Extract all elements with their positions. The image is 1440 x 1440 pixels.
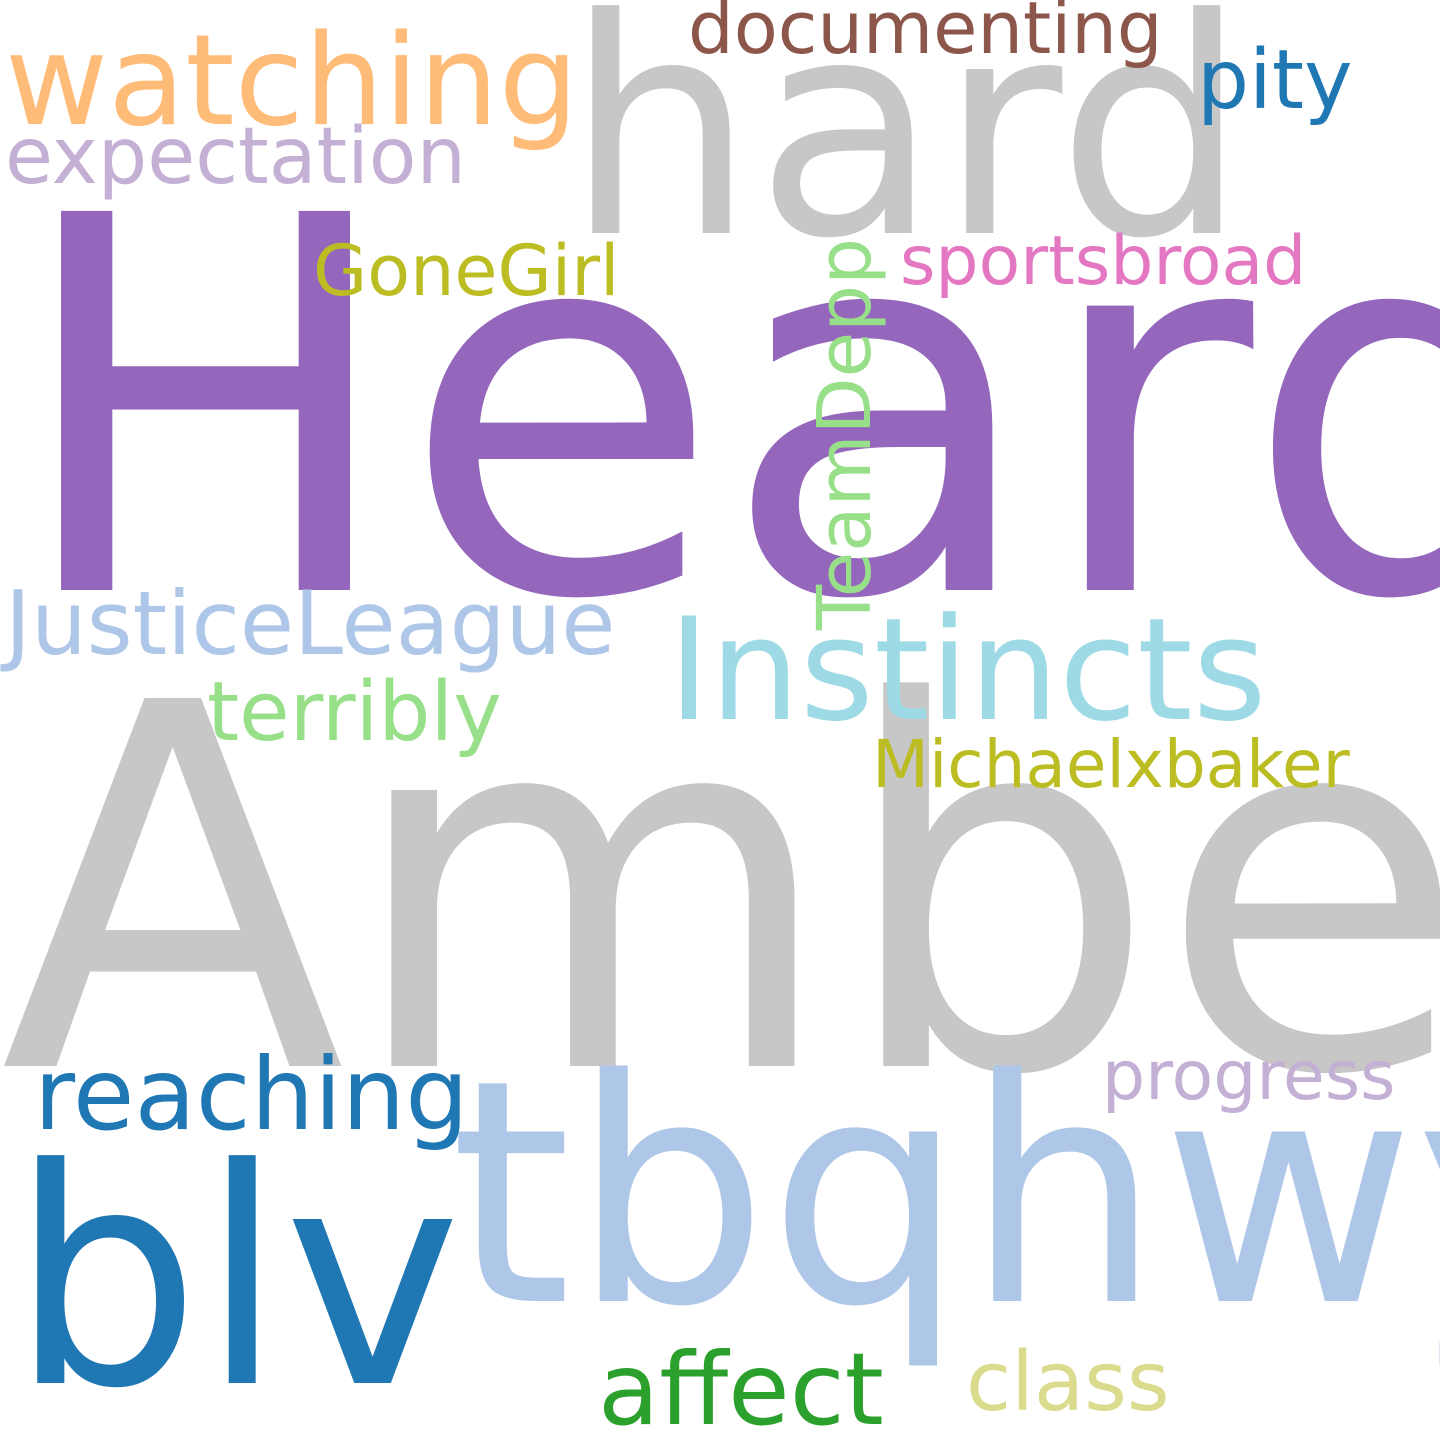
word-amber: Amber <box>0 598 1440 1186</box>
word-documenting: documenting <box>688 0 1163 70</box>
word-hard: hard <box>565 0 1248 304</box>
word-pity: pity <box>1197 33 1353 128</box>
word-tbqhwy: tbqhwy <box>450 1014 1440 1375</box>
word-michaelxbaker: Michaelxbaker <box>872 726 1350 803</box>
word-gonegirl: GoneGirl <box>313 230 620 312</box>
word-expectation: expectation <box>5 112 466 202</box>
word-watching: watching <box>5 7 579 154</box>
word-affect: affect <box>598 1331 884 1440</box>
word-progress: progress <box>1102 1037 1396 1116</box>
word-heard: Heard <box>10 107 1440 713</box>
word-teamdepp: TeamDepp <box>802 237 888 630</box>
word-reaching: reaching <box>34 1036 469 1153</box>
word-blv: blv <box>10 1105 462 1440</box>
word-instincts: Instincts <box>668 588 1267 753</box>
word-sportsbroad: sportsbroad <box>900 222 1307 301</box>
word-class: class <box>966 1335 1170 1430</box>
word-terribly: terribly <box>207 665 502 760</box>
word-justiceleague: JusticeLeague <box>5 572 616 675</box>
